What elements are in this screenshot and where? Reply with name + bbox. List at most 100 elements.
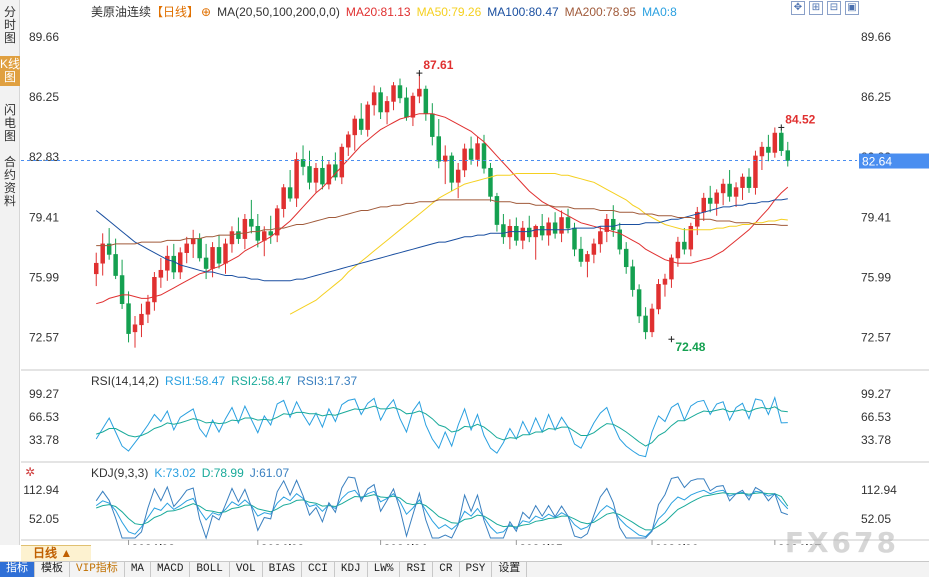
candle-body: [442, 155, 448, 162]
ma20-line: [96, 113, 789, 305]
tab-contract-info[interactable]: 合约资料: [0, 154, 20, 210]
candle-body: [578, 248, 584, 262]
candle-body: [249, 218, 254, 227]
candle-body: [274, 208, 280, 236]
last-price-label: 82.64: [862, 155, 892, 169]
j-value: J:61.07: [249, 466, 290, 480]
ma200-line: [96, 199, 788, 247]
rsi1-value: RSI1:58.47: [165, 374, 226, 388]
kdj-y-tick-right: 112.94: [861, 483, 897, 497]
candle-body: [649, 308, 655, 333]
tab-label: K线图: [0, 57, 21, 84]
price-y-tick-left: 79.41: [29, 210, 59, 224]
indicator-tab[interactable]: BIAS: [263, 562, 303, 577]
candle-body: [598, 231, 603, 245]
candle-body: [178, 252, 183, 273]
rsi-y-tick-left: 99.27: [29, 387, 59, 401]
price-y-tick-left: 72.57: [29, 331, 59, 345]
candle-body: [766, 146, 771, 153]
candle-body: [281, 187, 286, 210]
period-tag: 【日线】: [151, 5, 200, 19]
candle-body: [546, 222, 551, 236]
price-y-tick-left: 75.99: [29, 270, 59, 284]
move-icon[interactable]: ✥: [791, 1, 805, 15]
price-y-tick-right: 86.25: [861, 90, 891, 104]
candle-body: [190, 238, 196, 245]
indicator-settings-icon[interactable]: ✲: [24, 465, 36, 479]
restore-icon[interactable]: ▣: [845, 1, 859, 15]
zoom-out-icon[interactable]: ⊟: [827, 1, 841, 15]
candle-body: [707, 197, 713, 204]
candle-body: [197, 238, 202, 259]
rsi-y-tick-left: 33.78: [29, 433, 59, 447]
last-price-tag: [859, 153, 929, 169]
rsi-y-tick-right: 66.53: [861, 410, 891, 424]
candle-body: [300, 159, 306, 167]
kdj-legend: KDJ(9,3,3) K:73.02 D:78.99 J:61.07: [91, 466, 295, 480]
candle-body: [320, 167, 325, 185]
rsi-y-tick-right: 33.78: [861, 433, 891, 447]
tab-flash-chart[interactable]: 闪电图: [0, 102, 20, 145]
price-y-tick-left: 82.83: [29, 150, 59, 164]
candle-body: [203, 257, 209, 269]
candle-body: [785, 150, 791, 161]
candle-body: [591, 243, 597, 255]
rsi-rsi1-line: [95, 395, 788, 458]
ma100-value: MA100:80.47: [487, 5, 559, 19]
candle-body: [746, 176, 752, 188]
indicator-tab[interactable]: LW%: [368, 562, 401, 577]
chart-area: 89.6689.6686.2586.2582.8382.8379.4179.41…: [21, 0, 929, 545]
candle-body: [481, 143, 487, 169]
candle-body: [772, 132, 778, 153]
x-tick-label: 2024/02: [132, 542, 176, 545]
kdj-y-tick-left: 52.05: [29, 512, 59, 526]
main-legend: 美原油连续【日线】 ⊕ MA(20,50,100,200,0,0) MA20:81.1…: [91, 3, 683, 20]
candle-body: [391, 85, 396, 102]
candle-body: [262, 231, 267, 241]
candle-body: [630, 266, 635, 290]
indicator-tab[interactable]: CR: [433, 562, 460, 577]
candle-body: [165, 255, 170, 271]
indicator-tab[interactable]: MA: [125, 562, 152, 577]
price-y-tick-right: 89.66: [861, 30, 891, 44]
add-symbol-icon[interactable]: ⊕: [201, 5, 212, 19]
chart-toolbar: ✥ ⊞ ⊟ ▣: [791, 1, 859, 15]
candle-body: [132, 324, 138, 333]
candle-body: [307, 166, 312, 183]
kdj-params: KDJ(9,3,3): [91, 466, 149, 480]
price-y-tick-right: 72.57: [861, 331, 891, 345]
candle-body: [552, 222, 558, 234]
candle-body: [701, 197, 706, 213]
indicator-tab[interactable]: KDJ: [335, 562, 368, 577]
period-selector[interactable]: 日线 ▲: [21, 545, 91, 561]
candle-body: [514, 225, 519, 241]
indicator-tab[interactable]: 模板: [35, 562, 70, 577]
indicator-tab[interactable]: CCI: [302, 562, 335, 577]
candle-body: [501, 224, 506, 238]
indicator-tab[interactable]: MACD: [151, 562, 191, 577]
candle-body: [727, 183, 732, 197]
tab-kline[interactable]: K线图: [0, 56, 20, 86]
indicator-tab[interactable]: 指标: [0, 562, 35, 577]
k-value: K:73.02: [154, 466, 196, 480]
indicator-tab[interactable]: PSY: [460, 562, 493, 577]
candle-body: [339, 146, 345, 178]
recent-high-annotation: 84.52: [785, 112, 815, 126]
indicator-tab[interactable]: VOL: [230, 562, 263, 577]
indicator-tab[interactable]: BOLL: [190, 562, 230, 577]
tab-timeshare[interactable]: 分时图: [0, 4, 20, 47]
ma0-value: MA0:8: [642, 5, 677, 19]
indicator-tab[interactable]: RSI: [400, 562, 434, 577]
candle-body: [572, 227, 577, 250]
indicator-tab[interactable]: VIP指标: [70, 562, 125, 577]
candle-body: [229, 231, 235, 245]
candle-body: [294, 159, 299, 199]
chart-canvas[interactable]: 89.6689.6686.2586.2582.8382.8379.4179.41…: [21, 0, 929, 545]
zoom-in-icon[interactable]: ⊞: [809, 1, 823, 15]
indicator-tab[interactable]: 设置: [492, 562, 528, 577]
candle-body: [462, 148, 467, 171]
price-y-tick-right: 79.41: [861, 210, 891, 224]
d-value: D:78.99: [201, 466, 244, 480]
candle-body: [358, 118, 364, 130]
candle-body: [520, 227, 526, 241]
